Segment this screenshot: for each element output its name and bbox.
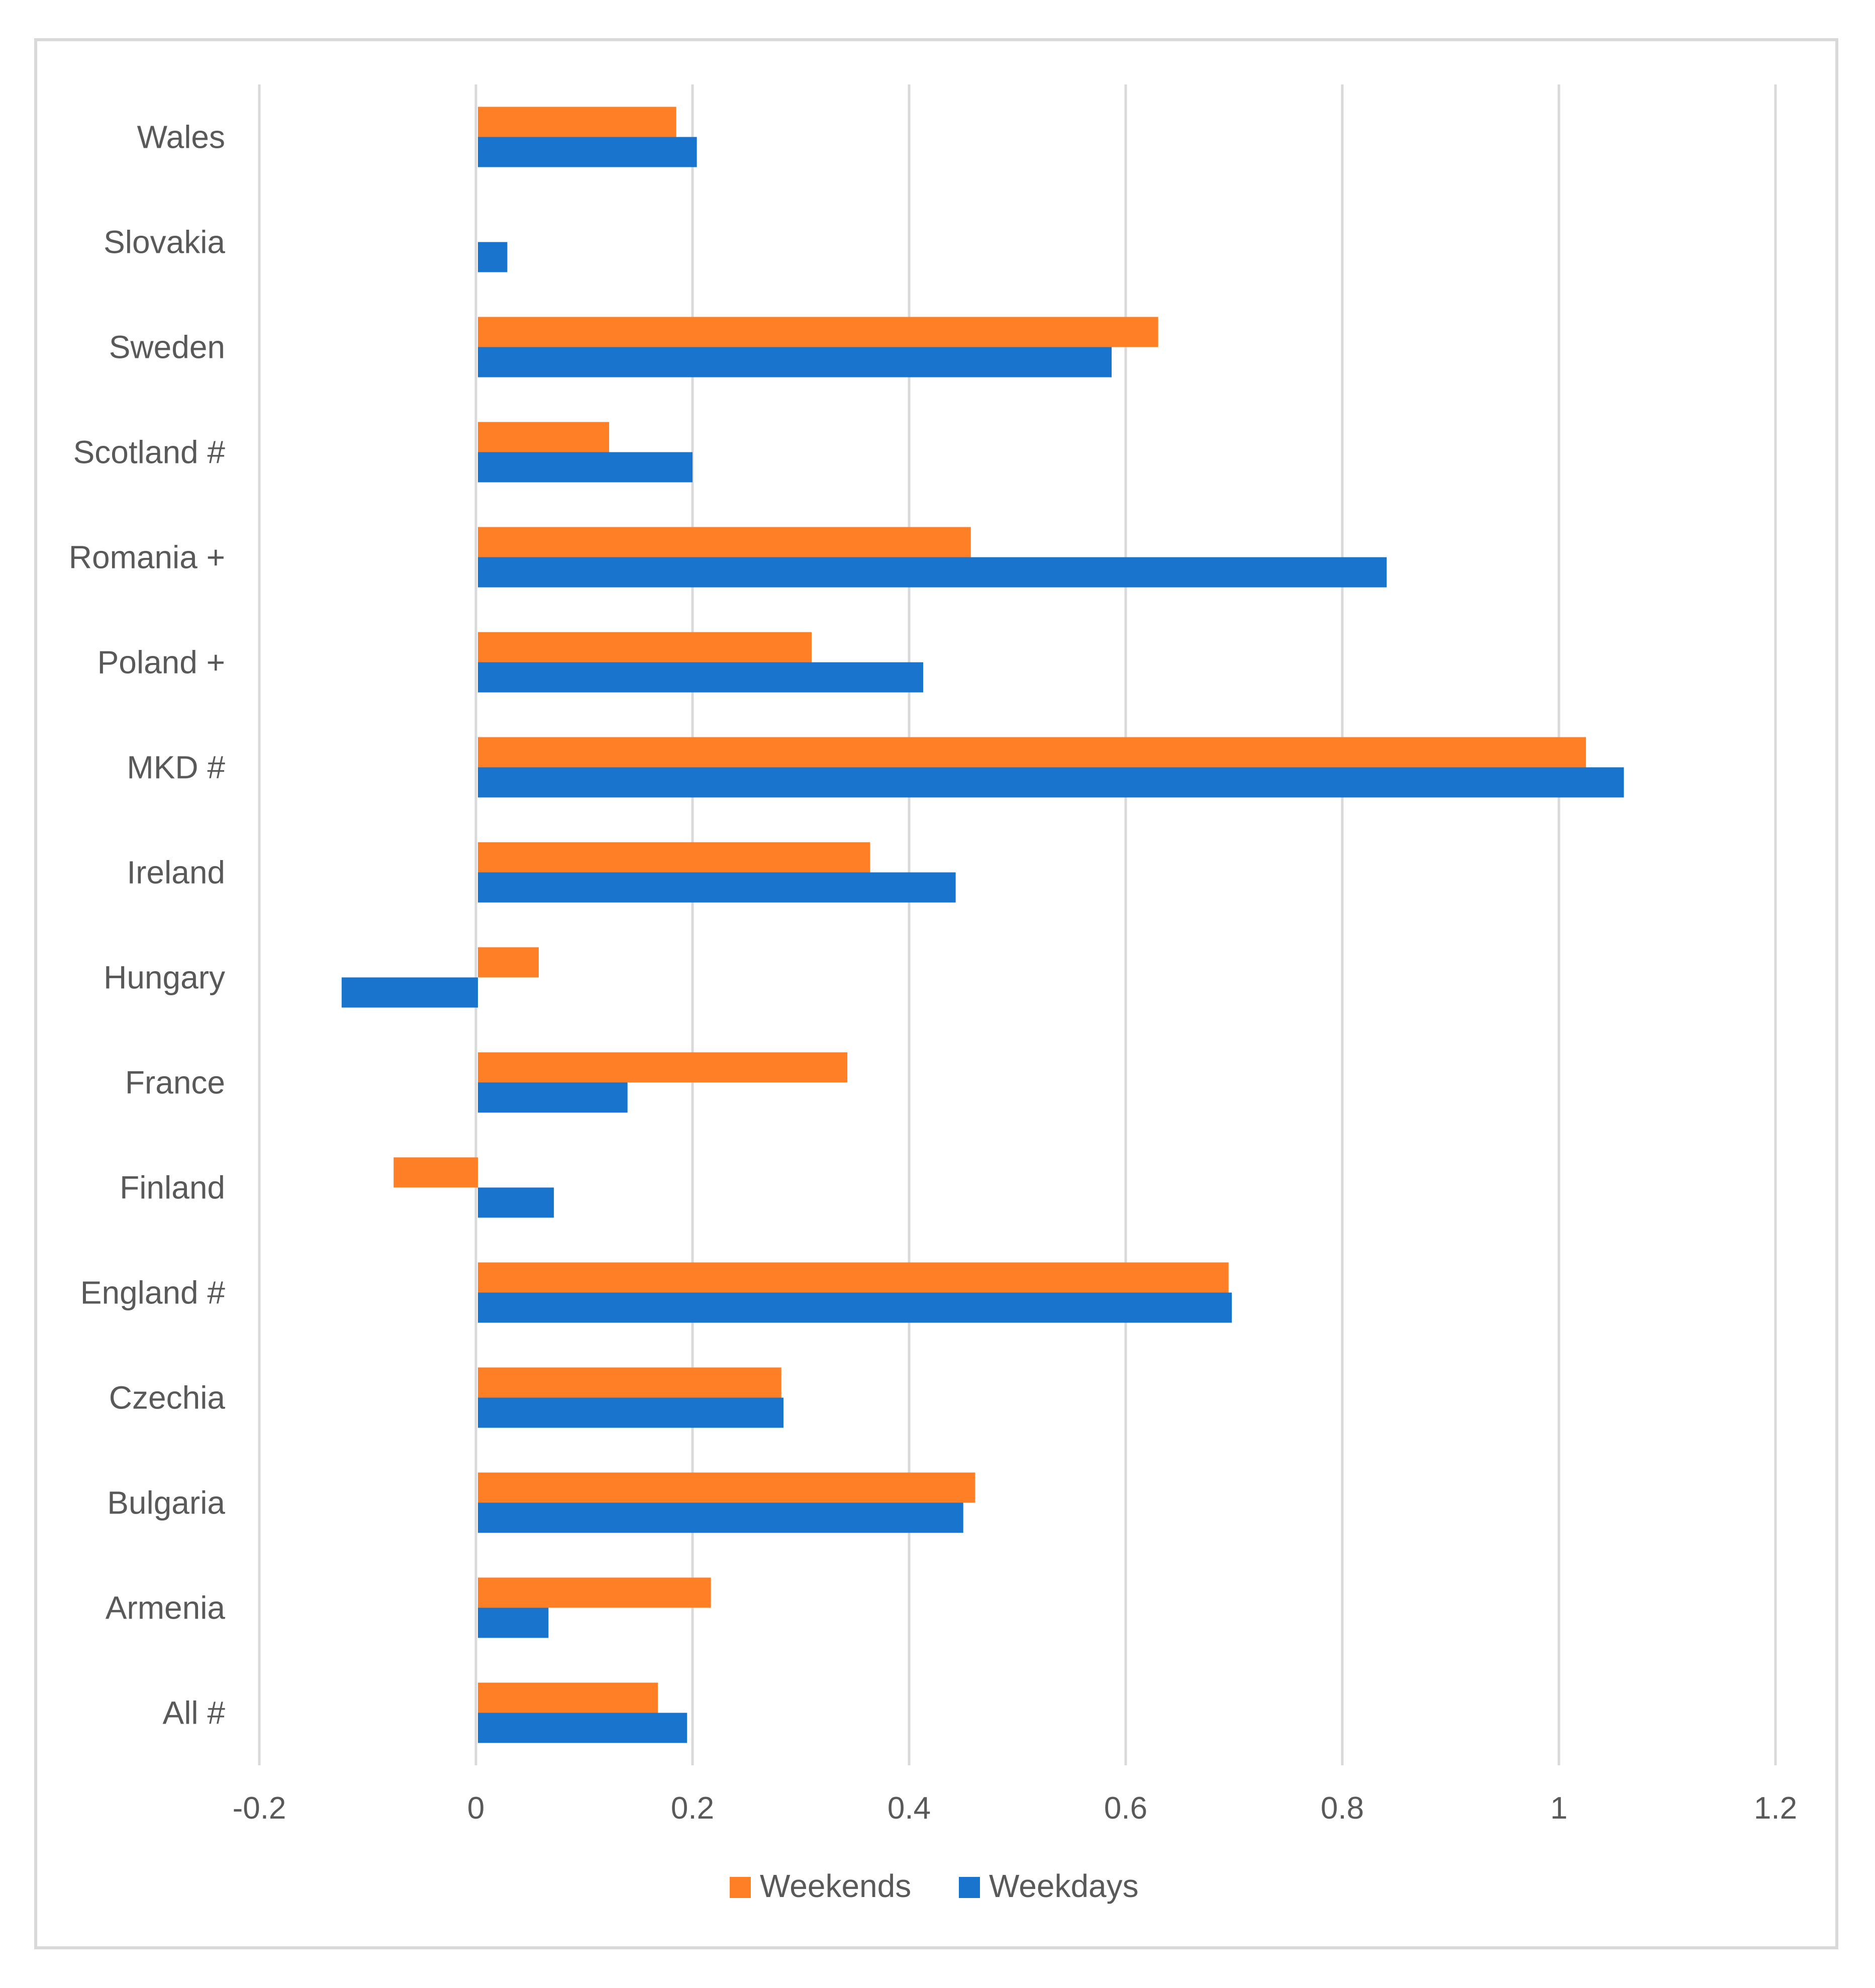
bar-weekdays-scotland — [478, 452, 693, 483]
legend-label-weekdays: Weekdays — [989, 1868, 1139, 1904]
category-labels: Wales Slovakia Sweden Scotland # Romania + Po… — [69, 119, 226, 1731]
bar-weekdays-wales — [478, 137, 697, 167]
category-label-england: England # — [80, 1275, 226, 1311]
bar-weekends-mkd — [478, 737, 1586, 768]
category-label-slovakia: Slovakia — [104, 224, 225, 260]
bar-weekdays-all — [478, 1713, 687, 1743]
bar-weekends-poland — [478, 632, 812, 662]
bars — [341, 107, 1624, 1743]
bar-weekends-romania — [478, 527, 971, 557]
x-tick-label-0-4: 0.4 — [887, 1791, 931, 1826]
category-label-wales: Wales — [137, 119, 225, 155]
x-tick-label-0-2: -0.2 — [233, 1791, 286, 1826]
legend-label-weekends: Weekends — [760, 1868, 911, 1904]
bar-weekdays-slovakia — [478, 242, 508, 272]
category-label-poland: Poland + — [97, 644, 225, 681]
bar-weekends-czechia — [478, 1367, 781, 1398]
bar-weekends-sweden — [478, 317, 1158, 347]
bar-weekdays-armenia — [478, 1607, 549, 1638]
bar-weekdays-poland — [478, 662, 924, 693]
bar-weekends-all — [478, 1682, 658, 1713]
bar-weekdays-england — [478, 1292, 1232, 1323]
bar-weekends-england — [478, 1262, 1229, 1293]
x-tick-labels: -0.2 0 0.2 0.4 0.6 0.8 1 1.2 — [233, 1791, 1798, 1826]
bar-weekdays-sweden — [478, 347, 1112, 377]
bar-weekdays-ireland — [478, 872, 956, 903]
bar-weekdays-hungary — [341, 977, 478, 1008]
bar-weekdays-mkd — [478, 767, 1624, 798]
grid-lines — [258, 84, 1777, 1765]
bar-weekdays-czechia — [478, 1397, 784, 1428]
x-tick-label-0: 0 — [467, 1791, 484, 1826]
bar-weekends-armenia — [478, 1577, 711, 1608]
bar-weekends-scotland — [478, 422, 610, 452]
legend-swatch-weekends — [730, 1877, 751, 1898]
bar-weekdays-romania — [478, 557, 1387, 588]
category-label-czechia: Czechia — [109, 1380, 226, 1416]
x-tick-label-0-6: 0.6 — [1104, 1791, 1147, 1826]
bar-weekdays-france — [478, 1082, 628, 1113]
category-label-finland: Finland — [120, 1170, 225, 1206]
x-tick-label-0-8: 0.8 — [1321, 1791, 1364, 1826]
bar-weekdays-bulgaria — [478, 1502, 963, 1533]
bar-weekdays-finland — [478, 1187, 554, 1218]
legend: Weekends Weekdays — [730, 1868, 1139, 1904]
category-label-ireland: Ireland — [127, 855, 225, 891]
category-label-all: All # — [163, 1695, 226, 1731]
x-tick-label-1-2: 1.2 — [1754, 1791, 1797, 1826]
bar-weekends-finland — [393, 1157, 478, 1188]
x-tick-label-0-2: 0.2 — [671, 1791, 714, 1826]
bar-weekends-ireland — [478, 842, 870, 873]
bar-weekends-bulgaria — [478, 1472, 975, 1503]
bar-weekends-france — [478, 1052, 848, 1083]
x-tick-label-1: 1 — [1550, 1791, 1567, 1826]
category-label-armenia: Armenia — [106, 1590, 226, 1626]
category-label-romania: Romania + — [69, 539, 225, 576]
category-label-france: France — [125, 1065, 225, 1101]
bar-weekends-hungary — [478, 947, 539, 978]
legend-swatch-weekdays — [959, 1877, 980, 1898]
category-label-mkd: MKD # — [127, 749, 225, 786]
category-label-hungary: Hungary — [104, 960, 225, 996]
bar-weekends-wales — [478, 107, 676, 137]
category-label-bulgaria: Bulgaria — [107, 1485, 225, 1521]
category-label-scotland: Scotland # — [73, 434, 226, 470]
category-label-sweden: Sweden — [109, 329, 225, 365]
